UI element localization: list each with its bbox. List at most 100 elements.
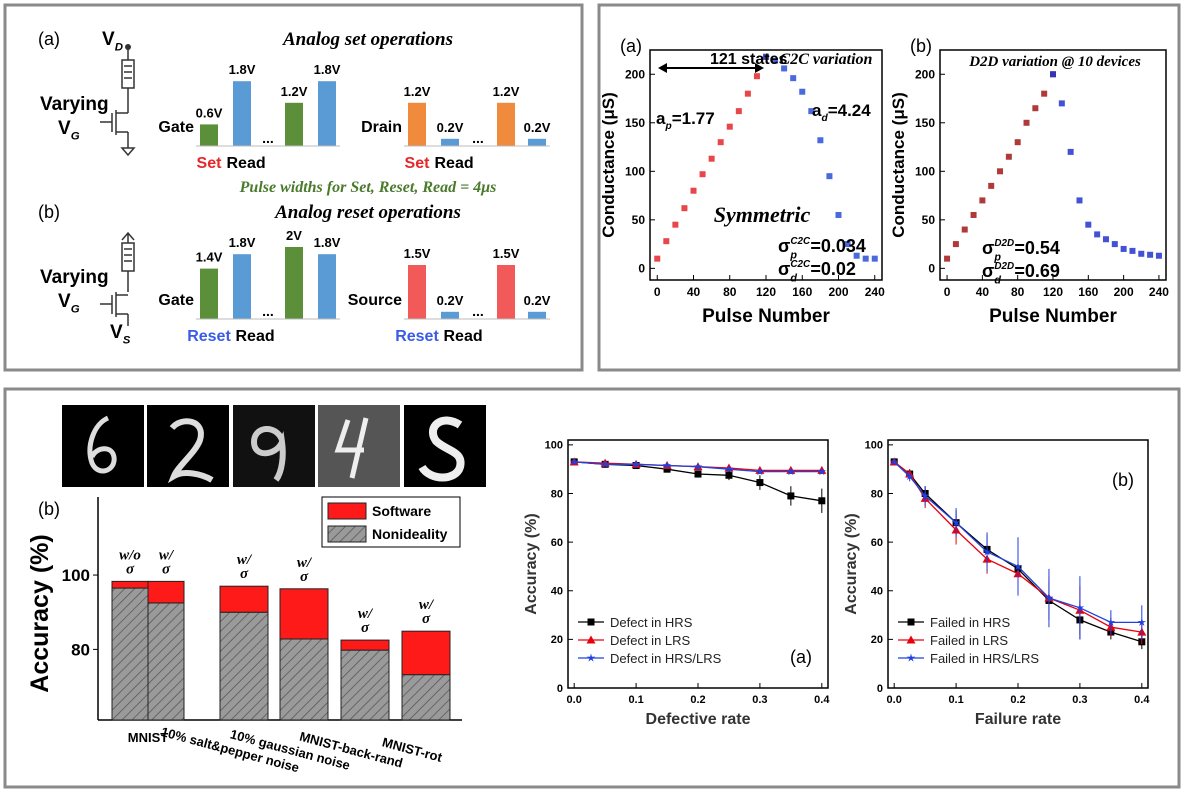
data-point [735, 108, 742, 115]
x-tick-label: 80 [1011, 285, 1025, 299]
bar-label: w/ [419, 597, 435, 613]
schematic [100, 48, 136, 326]
x-tick-label: 40 [687, 285, 701, 299]
marker [600, 459, 610, 468]
ellipsis: ... [262, 130, 274, 146]
marker [889, 457, 899, 466]
rich-label: σD2D d =0.69 [982, 261, 1060, 286]
data-point [944, 255, 951, 262]
y-axis-label: Accuracy (%) [523, 513, 540, 614]
subscript: D [115, 42, 123, 54]
pulse-label: 1.2V [404, 84, 431, 99]
bar-segment [219, 585, 269, 613]
x-tick-label: 0.1 [628, 694, 643, 706]
pulse-bar [200, 124, 218, 146]
pulse-bar [233, 254, 251, 319]
data-point [1005, 153, 1012, 160]
data-point [1032, 105, 1039, 112]
x-tick-label: 0.4 [1134, 694, 1150, 706]
x-tick-label: 0.3 [752, 694, 767, 706]
pulse-label: 1.8V [229, 235, 256, 250]
panel-label: (b) [38, 499, 60, 519]
y-tick-label: 150 [625, 116, 645, 130]
marker [694, 470, 702, 478]
marker [586, 653, 596, 662]
data-point [1058, 100, 1065, 107]
pulse-label: 1.8V [314, 62, 341, 77]
digit-stroke [418, 416, 465, 482]
legend-label: Failed in HRS/LRS [930, 651, 1039, 666]
pulse-bar [441, 138, 459, 146]
panel-label: (b) [1112, 470, 1134, 490]
read-label: Read [236, 328, 275, 345]
pulse-label: 1.5V [404, 246, 431, 261]
data-point [835, 211, 842, 218]
data-point [1129, 247, 1136, 254]
data-point [790, 75, 797, 82]
y-tick-label: 0 [638, 262, 645, 276]
pulse-bar [318, 254, 336, 319]
pulse-bar [528, 311, 546, 319]
data-point [1111, 241, 1118, 248]
terminal-name: Source [348, 292, 402, 309]
marker [724, 464, 734, 473]
bar-label: σ [300, 569, 309, 585]
x-tick-label: 80 [723, 285, 737, 299]
data-point [690, 187, 697, 194]
marker [786, 467, 796, 476]
bar-label: σ [126, 561, 135, 577]
pulse-label: 1.4V [196, 250, 223, 265]
marker [906, 653, 916, 662]
input-label: Varying [40, 94, 109, 115]
data-point [799, 88, 806, 95]
annotation: C2C variation [780, 51, 873, 68]
read-label: Read [444, 328, 483, 345]
pulse-label: 0.2V [437, 120, 464, 135]
ellipsis: ... [472, 130, 484, 146]
pulse-label: 0.6V [196, 105, 223, 120]
x-tick-label: 40 [976, 285, 990, 299]
x-axis-label: Defective rate [646, 711, 751, 728]
y-tick-label: 100 [62, 566, 90, 585]
bar-segment [340, 639, 390, 651]
panel-frame [597, 3, 1181, 372]
x-tick-label: 240 [1149, 285, 1169, 299]
category-label: MNIST [128, 730, 169, 745]
sample-image [233, 405, 315, 487]
data-point [681, 205, 688, 212]
value-text: =0.69 [1014, 261, 1060, 281]
bar-label: w/ [159, 547, 175, 563]
x-tick-label: 120 [1043, 285, 1063, 299]
marker [662, 461, 672, 470]
marker [755, 467, 765, 476]
y-tick-label: 100 [545, 440, 563, 452]
data-point [654, 255, 661, 262]
marker [569, 457, 579, 466]
y-tick-label: 80 [551, 488, 563, 500]
terminal-name: Gate [158, 119, 194, 136]
x-tick-label: 0.4 [814, 694, 830, 706]
bar-segment [279, 588, 329, 640]
data-point [763, 53, 769, 60]
data-point [1023, 119, 1030, 126]
y-axis-label: Conductance (μS) [889, 92, 908, 237]
marker [1137, 617, 1147, 626]
y-tick-label: 40 [551, 586, 563, 598]
marker [1013, 561, 1023, 571]
marker [693, 462, 703, 471]
data-point [808, 108, 815, 115]
marker [905, 472, 914, 481]
subscript: G [71, 304, 80, 316]
rich-label: VS [110, 322, 131, 347]
y-tick-label: 20 [871, 634, 883, 646]
bar-label: w/o [119, 547, 141, 563]
annotation: 121 states [710, 51, 787, 68]
data-point [1041, 90, 1048, 97]
pulse-label: 0.2V [524, 120, 551, 135]
bar-segment [111, 587, 149, 721]
y-tick-label: 40 [871, 586, 883, 598]
symbol: V [58, 291, 71, 312]
symbol: V [102, 29, 115, 50]
bar-label: σ [162, 561, 171, 577]
y-tick-label: 20 [551, 634, 563, 646]
